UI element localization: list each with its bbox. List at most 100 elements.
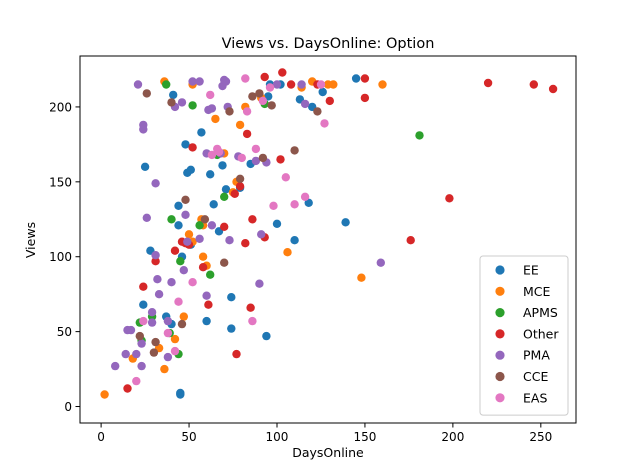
- point-other-10: [220, 222, 229, 231]
- point-cce-4: [167, 98, 176, 107]
- point-other-19: [260, 72, 269, 82]
- y-tick-label: 0: [64, 400, 72, 414]
- point-mce-18: [235, 120, 245, 130]
- point-pma-23: [181, 210, 190, 219]
- point-other-20: [276, 155, 285, 164]
- legend-label-ee: EE: [523, 263, 539, 278]
- point-apms-9: [195, 221, 204, 230]
- point-cce-2: [149, 348, 159, 357]
- point-pma-16: [154, 290, 164, 299]
- chart-title: Views vs. DaysOnline: Option: [222, 36, 435, 52]
- point-ee-37: [351, 74, 361, 83]
- point-pma-24: [183, 237, 192, 246]
- point-ee-20: [218, 161, 227, 170]
- point-ee-35: [318, 87, 327, 97]
- point-mce-11: [198, 252, 208, 261]
- point-pma-25: [188, 77, 197, 86]
- point-eas-7: [207, 150, 217, 160]
- point-cce-5: [177, 319, 187, 329]
- point-pma-6: [137, 361, 146, 371]
- point-mce-25: [329, 80, 338, 89]
- series-cce: [135, 89, 322, 357]
- point-pma-1: [121, 349, 130, 359]
- point-mce-6: [179, 312, 188, 321]
- point-pma-32: [207, 104, 217, 113]
- legend-marker-eas: [495, 393, 505, 403]
- point-pma-21: [177, 98, 187, 107]
- point-apms-7: [176, 257, 185, 266]
- point-cce-1: [142, 89, 151, 98]
- point-other-28: [445, 194, 454, 203]
- point-pma-18: [163, 316, 173, 326]
- legend-marker-pma: [495, 350, 505, 360]
- point-pma-42: [257, 230, 266, 239]
- point-ee-13: [186, 165, 195, 174]
- point-eas-5: [188, 278, 197, 287]
- point-cce-13: [258, 153, 268, 163]
- point-pma-27: [195, 234, 204, 243]
- point-apms-3: [162, 80, 171, 89]
- y-tick-label: 150: [49, 175, 72, 189]
- point-pma-41: [255, 279, 264, 288]
- point-pma-12: [147, 308, 157, 317]
- point-apms-8: [188, 101, 197, 110]
- x-tick-label: 150: [353, 430, 376, 444]
- x-tick-label: 50: [181, 430, 196, 444]
- point-mce-7: [184, 230, 194, 239]
- point-other-31: [548, 84, 558, 94]
- point-other-3: [170, 246, 180, 255]
- point-ee-29: [272, 219, 282, 228]
- point-eas-1: [139, 316, 148, 326]
- x-tick-label: 100: [266, 430, 289, 444]
- legend-marker-apms: [495, 308, 505, 318]
- point-other-14: [241, 239, 250, 248]
- point-ee-22: [227, 324, 236, 333]
- series-eas: [132, 74, 329, 386]
- x-axis-label: DaysOnline: [292, 445, 364, 460]
- point-cce-15: [290, 146, 299, 155]
- point-eas-21: [316, 80, 326, 89]
- point-cce-16: [313, 107, 322, 116]
- point-other-8: [198, 263, 208, 272]
- point-cce-8: [220, 258, 229, 267]
- plot-frame: [79, 55, 577, 424]
- point-pma-46: [300, 99, 310, 109]
- x-axis-ticks: 0 50 100 150 200 250: [97, 423, 552, 444]
- point-mce-0: [100, 390, 109, 399]
- point-mce-5: [170, 334, 180, 344]
- point-apms-10: [206, 270, 215, 279]
- point-ee-36: [341, 218, 350, 227]
- point-pma-7: [137, 339, 146, 348]
- y-axis-label: Views: [23, 222, 38, 258]
- legend-label-mce: MCE: [523, 284, 551, 299]
- point-eas-2: [163, 328, 173, 338]
- point-other-11: [230, 189, 239, 198]
- point-pma-3: [126, 325, 136, 335]
- point-eas-15: [258, 96, 268, 106]
- point-pma-26: [195, 77, 204, 86]
- point-ee-3: [140, 162, 150, 171]
- point-pma-45: [297, 80, 306, 89]
- point-other-26: [360, 93, 370, 103]
- point-ee-26: [262, 331, 271, 341]
- point-eas-16: [265, 83, 275, 92]
- point-cce-9: [225, 107, 234, 116]
- point-eas-9: [214, 147, 224, 157]
- point-cce-10: [235, 174, 245, 183]
- data-points: [100, 68, 558, 399]
- y-axis-ticks: 0 50 100 150 200: [49, 100, 80, 414]
- point-other-15: [242, 129, 252, 139]
- point-cce-11: [248, 92, 257, 101]
- point-mce-26: [357, 273, 366, 282]
- point-other-7: [188, 143, 197, 152]
- point-ee-11: [181, 140, 190, 149]
- point-pma-19: [167, 278, 176, 287]
- series-pma: [111, 75, 385, 371]
- legend-label-apms: APMS: [523, 305, 558, 320]
- point-cce-7: [200, 215, 210, 224]
- point-eas-18: [281, 173, 290, 182]
- point-eas-4: [174, 297, 183, 306]
- point-other-16: [246, 303, 255, 312]
- point-pma-5: [133, 80, 143, 89]
- point-eas-14: [251, 144, 261, 154]
